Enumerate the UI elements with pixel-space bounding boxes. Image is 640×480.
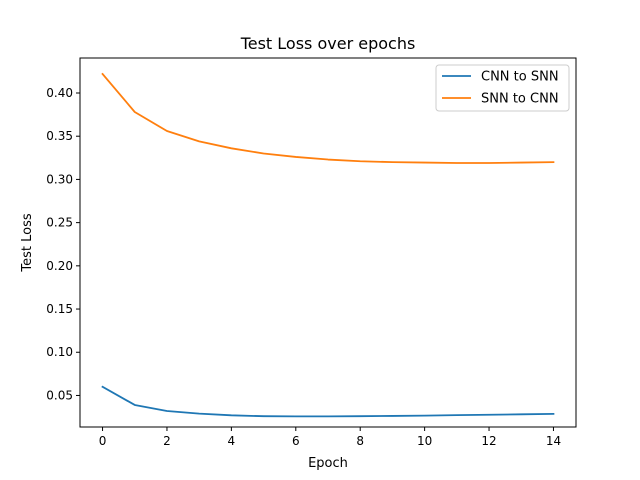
- x-axis: 0 2 4 6 8 10 12 14: [99, 427, 561, 448]
- y-axis: 0.05 0.10 0.15 0.20 0.25 0.30 0.35 0.40: [46, 86, 80, 402]
- series-layer: [101, 72, 555, 418]
- y-tick-label: 0.05: [46, 388, 73, 402]
- legend-label: CNN to SNN: [481, 70, 559, 85]
- y-axis-label: Test Loss: [20, 213, 35, 272]
- x-tick-label: 12: [481, 434, 496, 448]
- legend: CNN to SNN SNN to CNN: [435, 64, 570, 112]
- series-line-cnn-to-snn: [101, 385, 555, 418]
- x-tick-label: 14: [546, 434, 561, 448]
- x-axis-label: Epoch: [308, 456, 348, 471]
- y-tick-label: 0.15: [46, 302, 73, 316]
- x-tick-label: 8: [356, 434, 364, 448]
- x-tick-label: 4: [228, 434, 236, 448]
- plot-frame: [79, 57, 577, 428]
- legend-label: SNN to CNN: [481, 92, 559, 107]
- chart-title: Test Loss over epochs: [240, 34, 416, 53]
- x-tick-label: 2: [163, 434, 171, 448]
- y-tick-label: 0.30: [46, 172, 73, 186]
- y-tick-label: 0.35: [46, 129, 73, 143]
- y-tick-label: 0.40: [46, 86, 73, 100]
- x-tick-label: 0: [99, 434, 107, 448]
- x-tick-label: 6: [292, 434, 300, 448]
- y-tick-label: 0.20: [46, 259, 73, 273]
- x-tick-label: 10: [417, 434, 432, 448]
- y-tick-label: 0.10: [46, 345, 73, 359]
- series-line-snn-to-cnn: [101, 72, 555, 164]
- y-tick-label: 0.25: [46, 216, 73, 230]
